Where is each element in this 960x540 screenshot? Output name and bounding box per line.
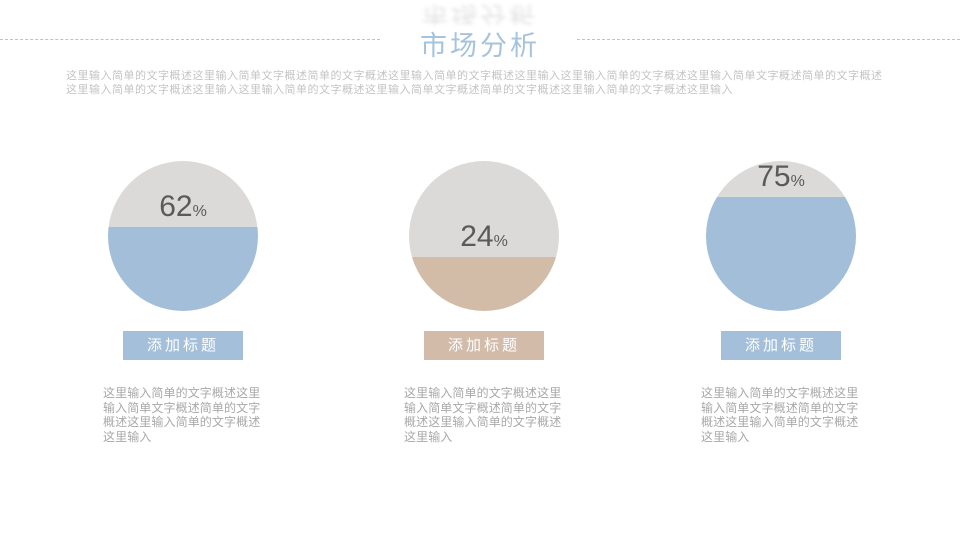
description-line: 输入简单文字概述简单的文字 (701, 400, 859, 415)
intro-line: 这里输入简单的文字概述这里输入简单文字概述简单的文字概述这里输入简单的文字概述这… (66, 70, 883, 82)
percentage-value: 24 (460, 220, 494, 253)
description-line: 这里输入简单的文字概述这里 (103, 386, 261, 400)
percentage-label: 62% (108, 192, 258, 227)
description-line: 概述这里输入简单的文字概述 (404, 415, 562, 429)
stat-column-3: 75% 添加标题 这里输入简单的文字概述这里 输入简单文字概述简单的文字 概述这… (701, 161, 861, 471)
percent-sign: % (790, 173, 805, 190)
percentage-label: 75% (706, 162, 856, 197)
column-description-1: 这里输入简单的文字概述这里 输入简单文字概述简单的文字 概述这里输入简单的文字概… (103, 386, 263, 444)
description-line: 输入简单文字概述简单的文字 (103, 400, 261, 415)
column-description-3: 这里输入简单的文字概述这里 输入简单文字概述简单的文字 概述这里输入简单的文字概… (701, 386, 861, 444)
percentage-label: 24% (409, 222, 559, 257)
percentage-circle-3: 75% (706, 161, 856, 311)
percentage-value: 75 (757, 160, 791, 193)
header-dashed-line-left (0, 39, 380, 40)
percentage-value: 62 (159, 190, 193, 223)
description-line: 概述这里输入简单的文字概述 (701, 415, 859, 429)
header-dashed-line-right (577, 39, 960, 40)
description-line: 概述这里输入简单的文字概述 (103, 415, 261, 429)
percent-sign: % (192, 203, 207, 220)
intro-line: 这里输入简单的文字概述这里输入这里输入简单的文字概述这里输入简单文字概述简单的文… (66, 83, 733, 96)
percentage-circle-2: 24% (409, 161, 559, 311)
caption-box-1: 添加标题 (123, 331, 243, 360)
description-line: 这里输入 (701, 429, 750, 444)
description-line: 这里输入 (404, 429, 453, 444)
description-line: 输入简单文字概述简单的文字 (404, 400, 562, 415)
stat-column-2: 24% 添加标题 这里输入简单的文字概述这里 输入简单文字概述简单的文字 概述这… (404, 161, 564, 471)
description-line: 这里输入 (103, 429, 152, 444)
percent-sign: % (493, 233, 508, 250)
column-description-2: 这里输入简单的文字概述这里 输入简单文字概述简单的文字 概述这里输入简单的文字概… (404, 386, 564, 444)
percentage-circle-1: 62% (108, 161, 258, 311)
intro-paragraph: 这里输入简单的文字概述这里输入简单文字概述简单的文字概述这里输入简单的文字概述这… (66, 70, 910, 97)
stat-column-1: 62% 添加标题 这里输入简单的文字概述这里 输入简单文字概述简单的文字 概述这… (103, 161, 263, 471)
caption-box-3: 添加标题 (721, 331, 841, 360)
description-line: 这里输入简单的文字概述这里 (701, 386, 859, 400)
description-line: 这里输入简单的文字概述这里 (404, 386, 562, 400)
page-title: 市场分析 (420, 31, 540, 61)
caption-box-2: 添加标题 (424, 331, 544, 360)
